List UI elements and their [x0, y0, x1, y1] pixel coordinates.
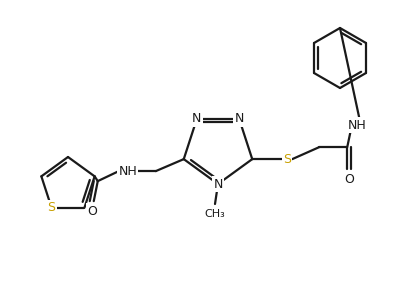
Text: N: N — [234, 112, 244, 125]
Text: S: S — [47, 201, 55, 214]
Text: CH₃: CH₃ — [205, 209, 226, 219]
Text: NH: NH — [118, 165, 137, 178]
Text: O: O — [87, 205, 97, 218]
Text: N: N — [192, 112, 202, 125]
Text: S: S — [283, 153, 291, 166]
Text: O: O — [344, 173, 354, 186]
Text: NH: NH — [348, 119, 367, 132]
Text: N: N — [213, 177, 223, 190]
